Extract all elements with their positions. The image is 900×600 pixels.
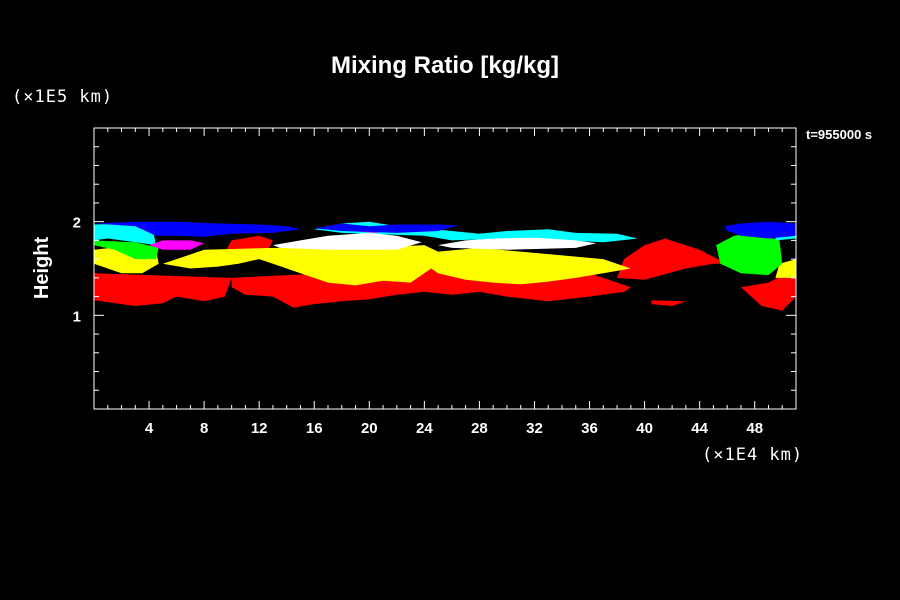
mixing-ratio-region-level-2 — [162, 245, 631, 286]
y-axis-label: Height — [31, 237, 53, 300]
x-tick-label: 24 — [416, 420, 433, 437]
mixing-ratio-region-level-6 — [149, 240, 205, 250]
x-tick-label: 4 — [145, 420, 154, 437]
mixing-ratio-region-level-7 — [724, 221, 796, 239]
chart-title: Mixing Ratio [kg/kg] — [331, 52, 559, 79]
mixing-ratio-region-level-3 — [94, 240, 159, 260]
x-tick-label: 28 — [471, 420, 488, 437]
time-label: t=955000 s — [806, 127, 872, 142]
plot-frame — [93, 127, 797, 410]
x-tick-label: 48 — [746, 420, 763, 437]
x-axis-unit: (×1E4 km) — [702, 445, 803, 465]
mixing-ratio-region-level-4 — [94, 223, 156, 246]
y-tick-label: 2 — [73, 215, 81, 232]
y-tick-label: 1 — [73, 308, 81, 325]
x-tick-label: 20 — [361, 420, 378, 437]
mixing-ratio-region-level-1 — [651, 300, 686, 306]
mixing-ratio-region-level-1 — [617, 238, 728, 280]
x-tick-label: 44 — [691, 420, 708, 437]
x-tick-label: 8 — [200, 420, 208, 437]
mixing-ratio-field — [94, 221, 796, 311]
x-tick-label: 36 — [581, 420, 598, 437]
mixing-ratio-region-level-5 — [272, 232, 422, 250]
mixing-ratio-region-level-7 — [94, 221, 301, 237]
x-tick-label: 16 — [306, 420, 323, 437]
mixing-ratio-region-level-7 — [314, 223, 459, 233]
y-axis-unit: (×1E5 km) — [12, 87, 113, 107]
mixing-ratio-region-level-1 — [740, 268, 796, 311]
mixing-ratio-region-level-3 — [716, 232, 783, 276]
x-tick-label: 12 — [251, 420, 268, 437]
mixing-ratio-region-level-5 — [438, 237, 597, 250]
x-tick-label: 32 — [526, 420, 543, 437]
x-tick-label: 40 — [636, 420, 653, 437]
mixing-ratio-region-level-1 — [94, 273, 232, 306]
